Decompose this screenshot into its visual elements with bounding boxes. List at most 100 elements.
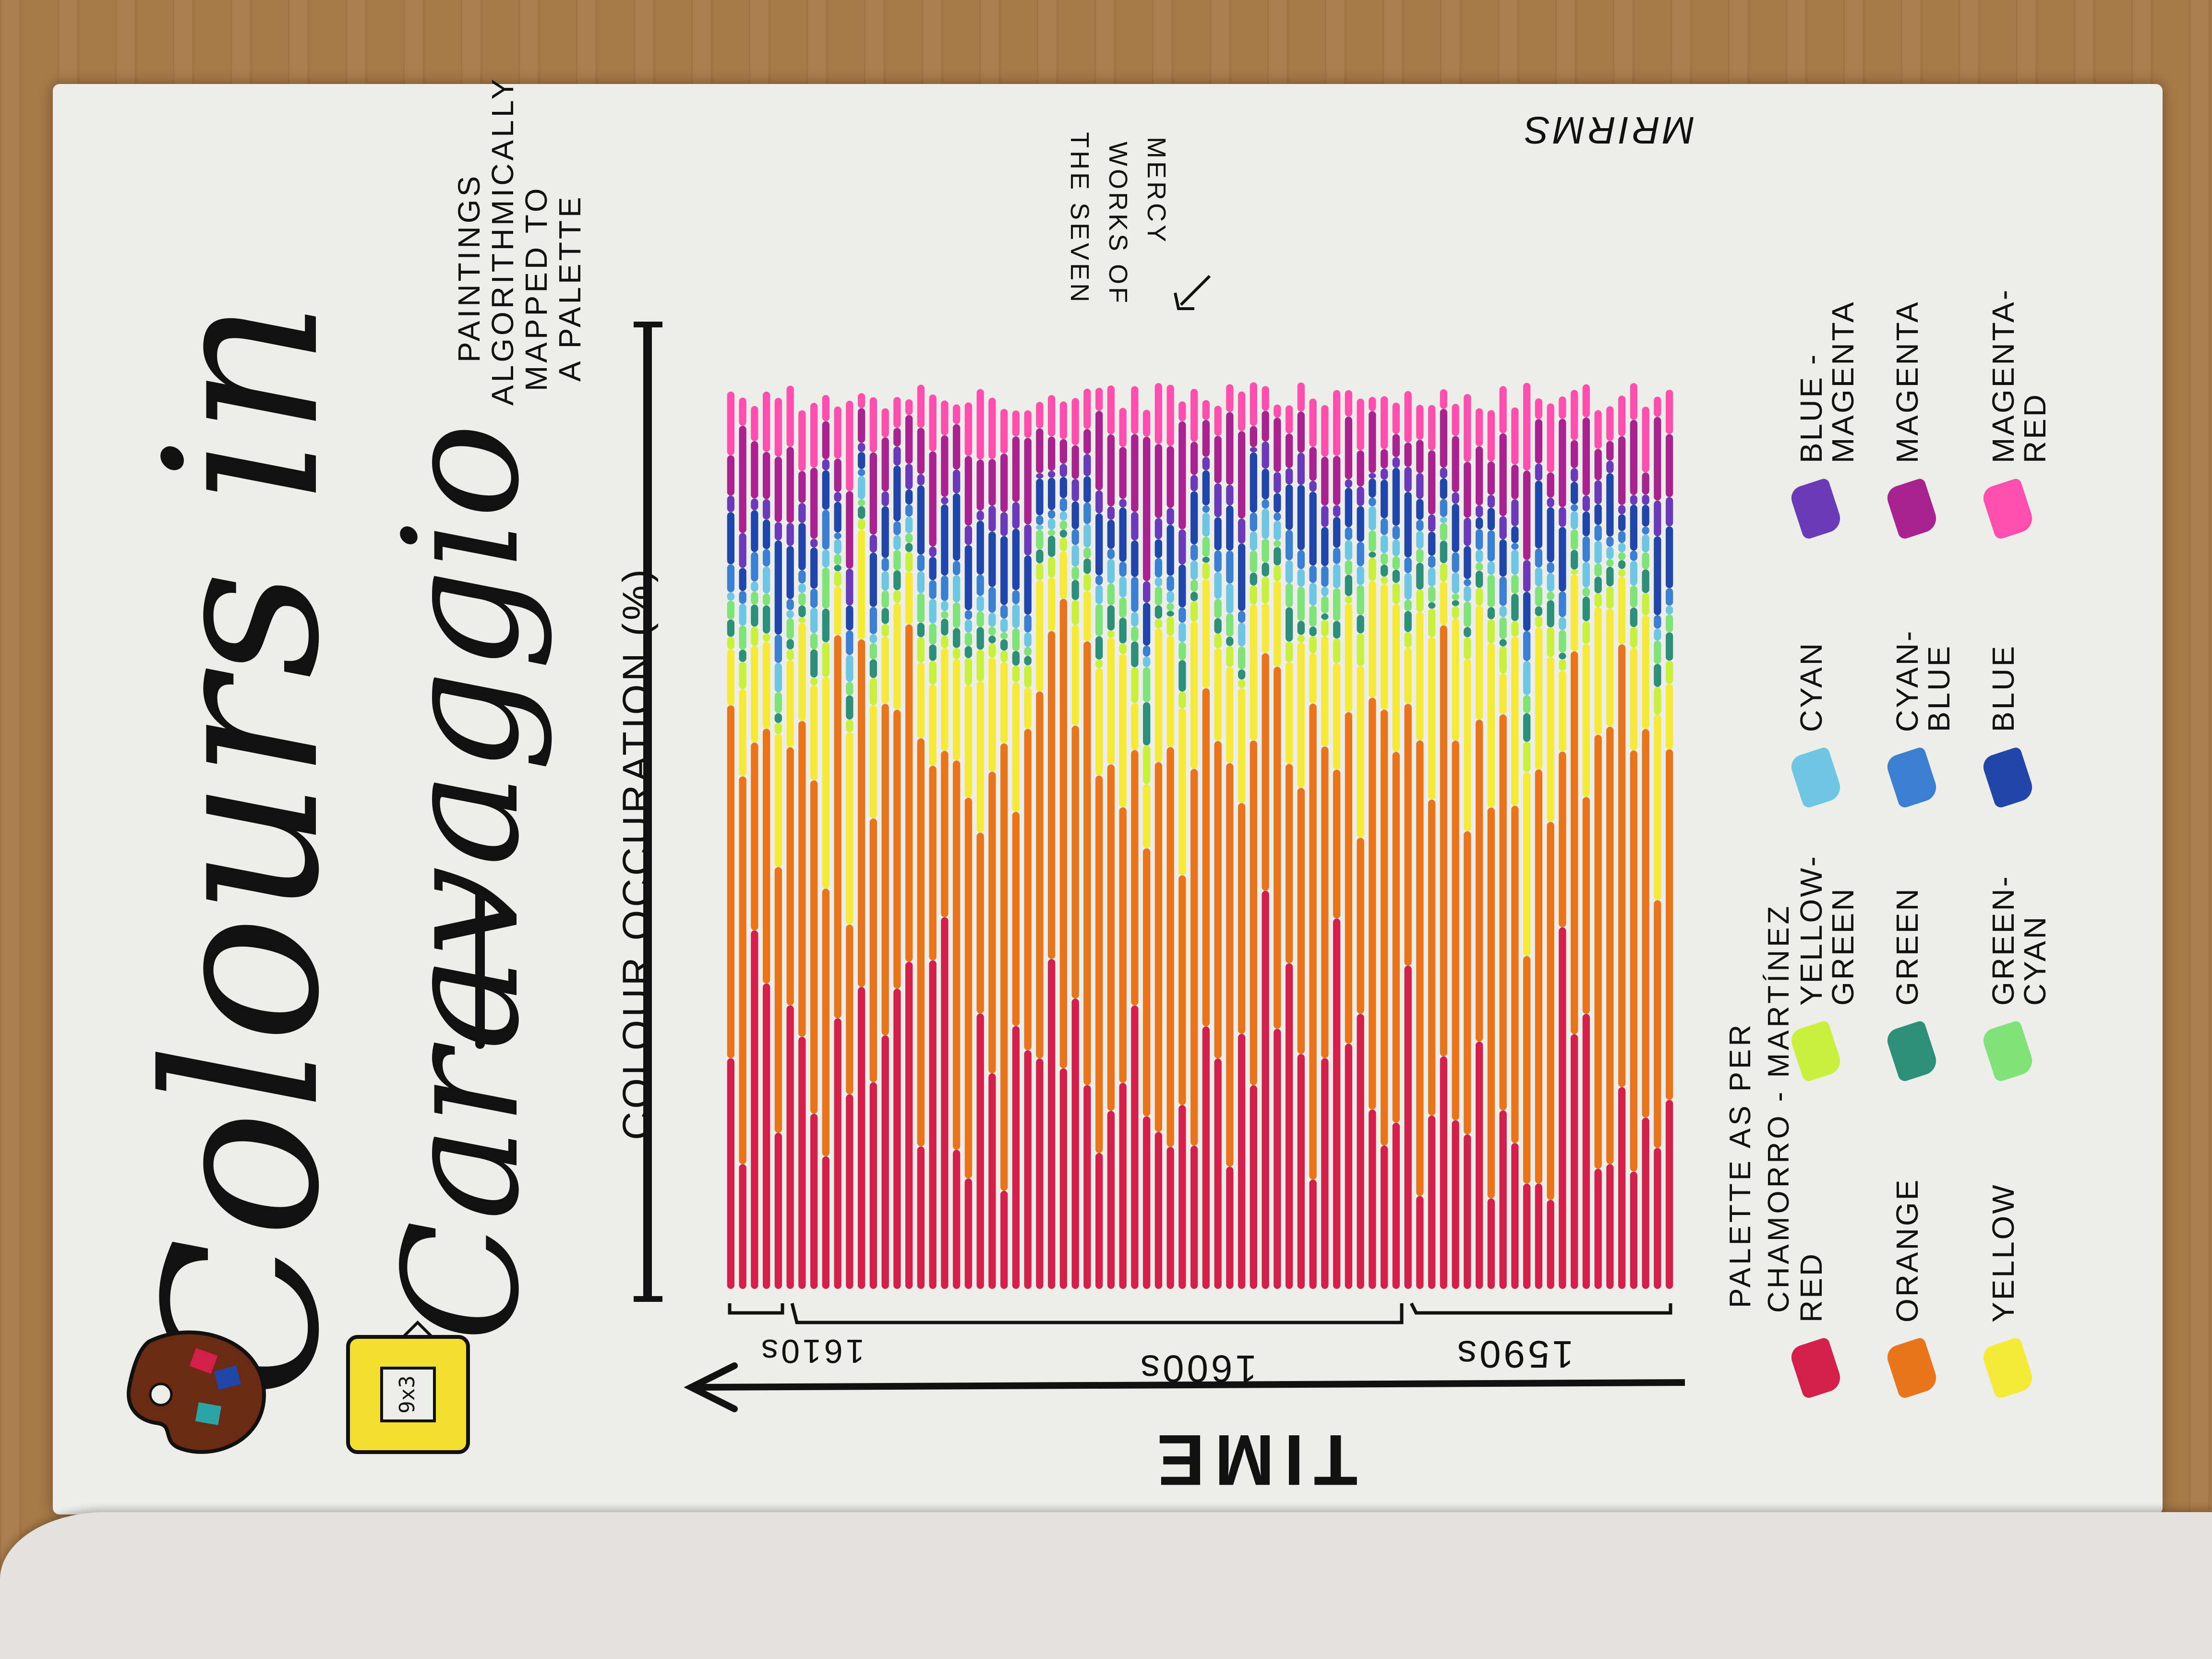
bar-segment-blue-magenta bbox=[1369, 473, 1376, 479]
bar-segment-green-cyan bbox=[751, 591, 758, 605]
bar-segment-blue bbox=[964, 545, 972, 611]
bar-segment-blue bbox=[929, 557, 937, 580]
bar-segment-magenta bbox=[1297, 411, 1305, 453]
bar-segment-green-cyan bbox=[1024, 647, 1032, 656]
bar-segment-magenta-red bbox=[1357, 398, 1364, 451]
bar-segment-blue-magenta bbox=[1214, 483, 1222, 517]
bar-segment-magenta bbox=[917, 428, 925, 474]
bar-segment-blue-magenta bbox=[1357, 486, 1364, 506]
bar-segment-magenta-red bbox=[1630, 383, 1637, 420]
painting-frame-icon: 9x3 bbox=[346, 1320, 470, 1454]
bar-segment-blue-magenta bbox=[1071, 479, 1079, 502]
bar-segment-red bbox=[1369, 1109, 1376, 1289]
bar-segment-magenta bbox=[1190, 442, 1198, 475]
bar-segment-orange bbox=[834, 635, 842, 1019]
bar-segment-blue bbox=[1392, 468, 1400, 526]
bar-segment-blue bbox=[1107, 519, 1115, 549]
bar-segment-red bbox=[1487, 1198, 1495, 1289]
bar-segment-yellow bbox=[798, 623, 806, 721]
bar-segment-red bbox=[964, 1178, 972, 1289]
bar-segment-cyan bbox=[1452, 572, 1459, 594]
bar-segment-green bbox=[1309, 626, 1317, 637]
bar-segment-yellow bbox=[1083, 591, 1091, 642]
bar-segment-blue-magenta bbox=[1606, 460, 1614, 473]
bar-segment-magenta-red bbox=[763, 391, 770, 452]
bar-segment-magenta bbox=[727, 455, 734, 496]
bar-segment-green-cyan bbox=[1333, 588, 1341, 621]
bar-segment-green bbox=[1012, 651, 1020, 666]
bar-segment-green-cyan bbox=[1059, 520, 1067, 530]
bar-segment-yellow bbox=[953, 659, 961, 761]
bar-segment-blue-magenta bbox=[1559, 507, 1566, 527]
bar-segment-blue bbox=[1630, 505, 1637, 551]
bar-segment-magenta bbox=[1154, 444, 1162, 518]
bar-segment-blue-magenta bbox=[1594, 480, 1602, 505]
bar-segment-cyan bbox=[917, 571, 925, 593]
bar-segment-yellow-green bbox=[1559, 659, 1566, 671]
bar-segment-red bbox=[1428, 1116, 1436, 1289]
bar-segment-orange bbox=[1369, 697, 1376, 1110]
bar-segment-cyan bbox=[1071, 545, 1079, 567]
bar-segment-magenta-red bbox=[1571, 390, 1578, 440]
bar-segment-magenta-red bbox=[1071, 398, 1079, 445]
bar-segment-cyan-blue bbox=[1012, 590, 1020, 604]
bar-segment-blue bbox=[810, 547, 818, 589]
bar-segment-orange bbox=[1071, 725, 1079, 999]
bar-segment-green bbox=[1369, 552, 1376, 558]
bar-segment-cyan bbox=[953, 575, 961, 602]
bar-segment-yellow-green bbox=[953, 648, 961, 659]
bar-segment-yellow-green bbox=[1582, 621, 1590, 644]
bar-segment-magenta-red bbox=[1297, 382, 1305, 412]
palette-icon bbox=[127, 1330, 266, 1454]
bar-segment-blue bbox=[1547, 507, 1554, 563]
bar-segment-magenta bbox=[1357, 450, 1364, 487]
legend-label-orange: ORANGE bbox=[1890, 1178, 1924, 1322]
bar-segment-cyan-blue bbox=[1547, 562, 1554, 573]
bar-segment-yellow-green bbox=[1630, 627, 1637, 648]
bar-segment-magenta-red bbox=[1024, 410, 1032, 438]
bar-segment-magenta-red bbox=[1369, 397, 1376, 411]
bar-segment-red bbox=[1666, 1100, 1673, 1289]
bar-segment-blue-magenta bbox=[763, 499, 770, 520]
bar-segment-blue-magenta bbox=[1452, 492, 1459, 504]
bar-segment-blue-magenta bbox=[941, 497, 949, 505]
bar-segment-green bbox=[1274, 547, 1281, 565]
bar-segment-red bbox=[1321, 1058, 1329, 1289]
bar-segment-yellow bbox=[751, 646, 758, 743]
bar-segment-magenta-red bbox=[810, 403, 818, 468]
bar-segment-orange bbox=[988, 771, 996, 1074]
bar-segment-cyan-blue bbox=[905, 505, 913, 517]
bar-segment-magenta-red bbox=[1487, 410, 1495, 462]
bar-segment-red bbox=[1630, 1171, 1637, 1289]
bar-segment-blue-magenta bbox=[1143, 581, 1151, 603]
bar-segment-blue-magenta bbox=[988, 505, 996, 532]
bar-segment-magenta bbox=[810, 468, 818, 539]
bar-segment-cyan bbox=[1547, 573, 1554, 592]
bar-segment-yellow-green bbox=[1511, 621, 1519, 637]
bar-segment-magenta bbox=[798, 471, 806, 503]
bar-segment-cyan bbox=[1535, 567, 1542, 587]
bar-segment-green bbox=[1095, 636, 1103, 660]
bar-segment-blue bbox=[751, 510, 758, 552]
bar-segment-magenta bbox=[1392, 434, 1400, 457]
bar-segment-yellow bbox=[1571, 575, 1578, 651]
bar-segment-yellow-green bbox=[976, 649, 984, 682]
bar-segment-yellow-green bbox=[786, 649, 794, 661]
bar-segment-blue-magenta bbox=[905, 464, 913, 490]
bar-segment-orange bbox=[905, 624, 913, 962]
bar-segment-blue-magenta bbox=[1642, 494, 1649, 505]
bar-segment-green bbox=[1250, 572, 1257, 586]
legend-swatch-blue bbox=[1980, 746, 2036, 809]
bar-segment-orange bbox=[822, 889, 830, 1156]
bar-segment-blue-magenta bbox=[810, 539, 818, 548]
bar-segment-green bbox=[798, 605, 806, 617]
bar-segment-yellow bbox=[881, 636, 889, 704]
bar-segment-magenta bbox=[1036, 428, 1044, 473]
bar-segment-red bbox=[988, 1073, 996, 1289]
bar-segment-orange bbox=[1392, 752, 1400, 1123]
bar-segment-blue-magenta bbox=[1535, 463, 1542, 481]
bar-segment-green bbox=[1594, 577, 1602, 593]
bar-segment-magenta bbox=[1309, 447, 1317, 481]
bar-segment-orange bbox=[1594, 734, 1602, 1169]
stacked-bar-chart bbox=[727, 382, 1673, 1289]
